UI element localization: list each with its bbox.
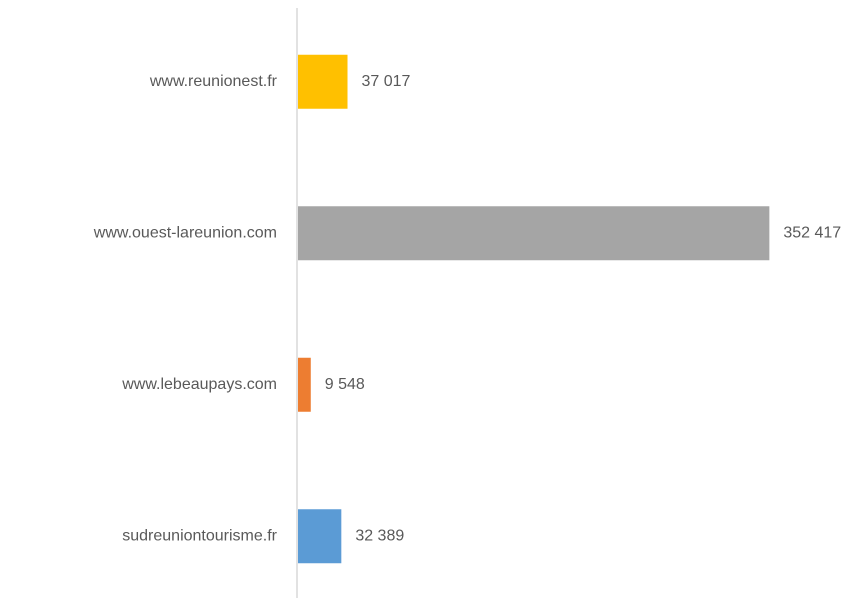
bar [298, 54, 348, 109]
bar [298, 206, 770, 261]
data-label: 32 389 [355, 527, 404, 544]
category-label: www.lebeaupays.com [121, 376, 277, 393]
data-label: 37 017 [362, 73, 411, 90]
bar [298, 357, 311, 412]
data-label: 352 417 [783, 224, 841, 241]
bar [298, 509, 342, 564]
category-label: www.ouest-lareunion.com [93, 224, 277, 241]
category-label: www.reunionest.fr [149, 73, 278, 90]
data-label: 9 548 [325, 376, 365, 393]
category-label: sudreuniontourisme.fr [122, 527, 277, 544]
